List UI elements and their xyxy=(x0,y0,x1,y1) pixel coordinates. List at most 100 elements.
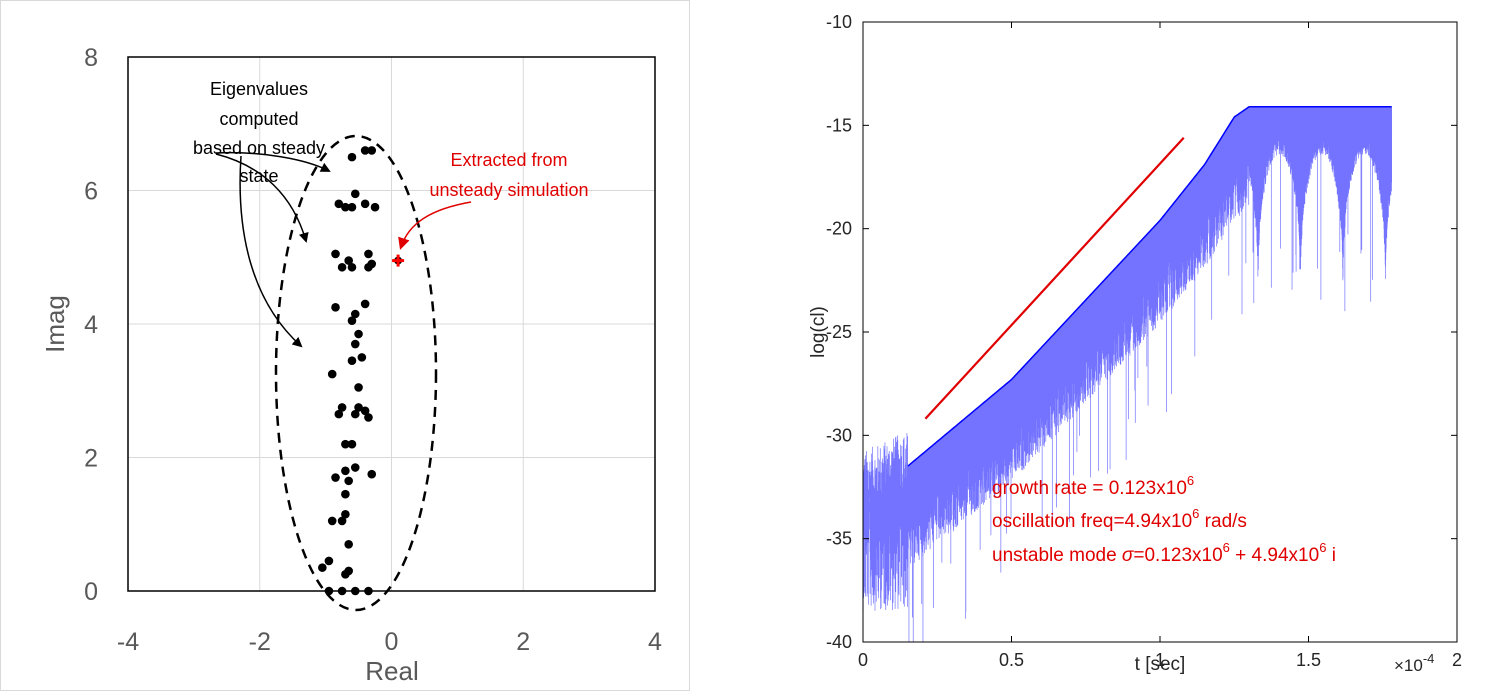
x-exponent-base: ×10 xyxy=(1394,656,1423,675)
unsteady-annotation-line-2: unsteady simulation xyxy=(429,180,588,200)
steady-annotation: Eigenvalues computed based on steady sta… xyxy=(193,79,325,186)
arrow-3 xyxy=(239,155,303,348)
eigenvalue-point xyxy=(350,339,360,349)
steady-annotation-line-3: based on steady xyxy=(193,138,325,158)
unstable-mode-text: unstable mode xyxy=(992,545,1122,566)
eigenvalue-ellipse xyxy=(274,134,438,612)
eigenvalue-point xyxy=(360,199,370,209)
unstable-mode-sup2: 6 xyxy=(1319,540,1326,555)
eigenvalue-point xyxy=(367,146,377,155)
eigenvalue-point xyxy=(337,403,347,412)
steady-annotation-line-4: state xyxy=(239,166,278,186)
unsteady-annotation: Extracted from unsteady simulation xyxy=(429,150,588,200)
y-tick-label: -15 xyxy=(826,115,852,135)
tick-labels: -4 -2 0 2 4 0 2 4 6 8 xyxy=(84,44,662,656)
oscillation-freq-sup: 6 xyxy=(1192,506,1199,521)
eigenvalue-point xyxy=(347,356,357,366)
eigenvalue-point xyxy=(364,262,373,272)
time-history-line-chart: 0 0.5 1 1.5 2 -10 -15 -20 -25 -30 -35 -40 t [sec] l… xyxy=(808,12,1462,675)
y-tick-label: -25 xyxy=(826,322,852,342)
y-tick-label: -10 xyxy=(826,12,852,32)
x-exponent-power: -4 xyxy=(1423,651,1435,666)
eigenvalue-chart-panel: -4 -2 0 2 4 0 2 4 6 8 Real Imag Eigenvalues compu… xyxy=(0,0,690,691)
arrow-1 xyxy=(215,151,331,172)
y-axis-label: Imag xyxy=(40,295,70,353)
eigenvalue-point xyxy=(337,586,347,596)
unstable-mode-text2: =0.123x10 xyxy=(1133,545,1222,566)
eigenvalue-point xyxy=(354,329,363,339)
eigenvalue-points xyxy=(318,146,405,596)
y-tick-label: 4 xyxy=(84,311,98,339)
eigenvalue-point xyxy=(347,152,357,162)
unstable-mode-rest: + 4.94x10 xyxy=(1230,545,1319,566)
steady-annotation-line-1: Eigenvalues xyxy=(210,79,308,99)
y-tick-label: -20 xyxy=(826,219,852,239)
eigenvalue-point xyxy=(341,466,350,476)
eigenvalue-point xyxy=(364,586,373,596)
eigenvalue-point xyxy=(354,383,363,392)
eigenvalue-point xyxy=(337,262,347,272)
eigenvalue-point xyxy=(324,586,334,596)
y-tick-label: 2 xyxy=(84,445,98,473)
eigenvalue-point xyxy=(367,469,377,479)
signal-oscillation xyxy=(863,106,1393,642)
eigenvalue-point xyxy=(344,539,353,549)
growth-rate-line xyxy=(924,136,1185,420)
x-tick-label: 0 xyxy=(858,650,868,670)
x-tick-label: 4 xyxy=(648,628,662,656)
growth-rate-text: growth rate = 0.123x10 xyxy=(992,478,1187,499)
arrow-2 xyxy=(215,153,309,243)
x-tick-label: 1.5 xyxy=(1296,650,1321,670)
eigenvalue-point xyxy=(334,199,344,209)
x-tick-label: 0 xyxy=(385,628,399,656)
y-tick-label: 8 xyxy=(84,44,98,72)
eigenvalue-point xyxy=(334,409,344,419)
eigenvalue-point xyxy=(347,316,357,325)
eigenvalue-point xyxy=(341,202,350,212)
eigenvalue-point xyxy=(350,586,360,596)
y-tick-label: 0 xyxy=(84,578,98,606)
x-exponent-label: ×10-4 xyxy=(1394,651,1434,675)
eigenvalue-point xyxy=(341,439,350,449)
plot-frame xyxy=(127,56,656,592)
x-axis-label: t [sec] xyxy=(1135,654,1186,675)
steady-annotation-line-2: computed xyxy=(219,109,298,129)
y-tick-label: -30 xyxy=(826,425,852,445)
eigenvalue-point xyxy=(347,439,357,449)
eigenvalue-point xyxy=(344,476,353,486)
tick-labels: 0 0.5 1 1.5 2 -10 -15 -20 -25 -30 -35 -40 xyxy=(826,12,1462,670)
x-tick-label: 2 xyxy=(516,628,530,656)
eigenvalue-point xyxy=(331,249,340,259)
y-tick-label: -40 xyxy=(826,632,852,652)
time-history-chart-panel: 0 0.5 1 1.5 2 -10 -15 -20 -25 -30 -35 -40 t [sec] l… xyxy=(700,0,1493,691)
x-axis-label: Real xyxy=(365,656,418,686)
eigenvalue-point xyxy=(347,202,357,212)
y-tick-label: -35 xyxy=(826,529,852,549)
eigenvalue-point xyxy=(331,303,340,312)
unstable-mode-sup: 6 xyxy=(1223,540,1230,555)
oscillation-freq-rest: rad/s xyxy=(1199,511,1247,532)
sigma-symbol: σ xyxy=(1122,545,1135,566)
steady-arrows xyxy=(215,151,472,348)
eigenvalue-point xyxy=(360,406,370,416)
eigenvalue-point xyxy=(318,563,327,572)
eigenvalue-point xyxy=(337,516,347,526)
arrow-red xyxy=(398,201,472,250)
eigenvalue-point xyxy=(370,202,380,212)
x-tick-label: -4 xyxy=(117,628,139,656)
eigenvalue-point xyxy=(347,262,357,272)
eigenvalue-point xyxy=(324,556,334,566)
x-tick-label: -2 xyxy=(249,628,271,656)
eigenvalue-point xyxy=(344,256,353,265)
unsteady-annotation-line-1: Extracted from xyxy=(450,150,567,170)
x-tick-label: 2 xyxy=(1452,650,1462,670)
signal-series xyxy=(863,105,1393,642)
eigenvalue-point xyxy=(360,299,370,309)
eigenvalue-point xyxy=(360,146,370,155)
eigenvalue-point xyxy=(364,413,373,422)
eigenvalue-point xyxy=(350,189,360,199)
eigenvalue-point xyxy=(364,249,373,259)
eigenvalue-point xyxy=(354,403,363,412)
oscillation-freq-text: oscillation freq=4.94x10 xyxy=(992,511,1192,532)
eigenvalue-point xyxy=(327,369,337,379)
